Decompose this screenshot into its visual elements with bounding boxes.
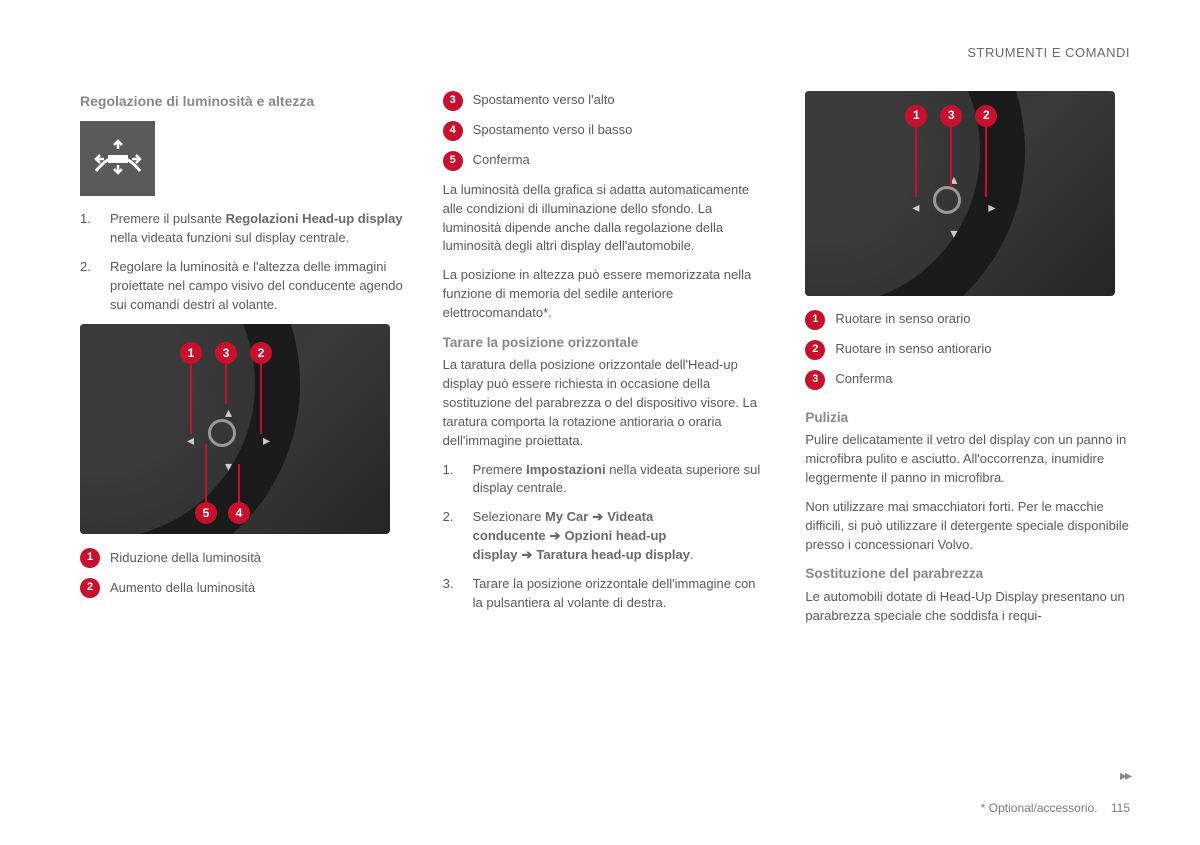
- step-number: 2.: [443, 508, 461, 565]
- step-text: Regolare la luminosità e l'altezza delle…: [110, 258, 405, 315]
- step-number: 2.: [80, 258, 98, 315]
- list-item: 1. Premere il pulsante Regolazioni Head-…: [80, 210, 405, 248]
- continue-arrows-icon: ▸▸: [1120, 765, 1130, 785]
- step-text: Premere: [473, 462, 526, 477]
- optional-note: * Optional/accessorio.: [981, 801, 1098, 815]
- steering-wheel-image-2: ◂ ▸ ▴ ▾ 1 3 2: [805, 91, 1115, 296]
- step-number: 3.: [443, 575, 461, 613]
- step-text: Tarare la posizione orizzontale dell'imm…: [473, 575, 768, 613]
- legend-item: 1 Riduzione della luminosità: [80, 548, 405, 568]
- callout-line: [190, 364, 192, 434]
- page-number: 115: [1111, 801, 1130, 815]
- callout-line: [915, 127, 917, 197]
- legend-item: 2 Aumento della luminosità: [80, 578, 405, 598]
- heading-calibrate: Tarare la posizione orizzontale: [443, 333, 768, 353]
- callout-line: [985, 127, 987, 197]
- heading-cleaning: Pulizia: [805, 408, 1130, 428]
- legend-text: Ruotare in senso antiorario: [835, 340, 991, 359]
- legend-item: 3 Spostamento verso l'alto: [443, 91, 768, 111]
- callout-line: [260, 364, 262, 434]
- legend-text: Riduzione della luminosità: [110, 549, 261, 568]
- paragraph: La taratura della posizione orizzontale …: [443, 356, 768, 450]
- heading-brightness: Regolazione di luminosità e altezza: [80, 91, 405, 111]
- step-number: 1.: [443, 461, 461, 499]
- callout-line: [950, 127, 952, 187]
- column-right: ◂ ▸ ▴ ▾ 1 3 2 1 Ruotare in senso orario …: [805, 91, 1130, 636]
- step-bold: Impostazioni: [526, 462, 605, 477]
- legend-text: Conferma: [835, 370, 892, 389]
- callout-line: [238, 464, 240, 502]
- paragraph: Non utilizzare mai smacchiatori forti. P…: [805, 498, 1130, 555]
- legend-text: Spostamento verso il basso: [473, 121, 633, 140]
- legend-text: Aumento della luminosità: [110, 579, 255, 598]
- step-bold: Regolazioni Head-up display: [226, 211, 403, 226]
- bullet-icon: 5: [443, 151, 463, 171]
- bullet-icon: 2: [805, 340, 825, 360]
- legend-item: 3 Conferma: [805, 370, 1130, 390]
- page-footer: * Optional/accessorio. 115: [981, 800, 1130, 817]
- paragraph: La luminosità della grafica si adatta au…: [443, 181, 768, 256]
- legend-text: Spostamento verso l'alto: [473, 91, 615, 110]
- steps-list-2: 1. Premere Impostazioni nella videata su…: [443, 461, 768, 613]
- steps-list-1: 1. Premere il pulsante Regolazioni Head-…: [80, 210, 405, 314]
- list-item: 2. Selezionare My Car➔Videata conducente…: [443, 508, 768, 565]
- step-number: 1.: [80, 210, 98, 248]
- list-item: 3. Tarare la posizione orizzontale dell'…: [443, 575, 768, 613]
- chapter-header: STRUMENTI E COMANDI: [80, 44, 1130, 63]
- bullet-icon: 1: [805, 310, 825, 330]
- legend-text: Ruotare in senso orario: [835, 310, 970, 329]
- step-bold: My Car: [545, 509, 588, 524]
- arrow-icon: ➔: [550, 528, 561, 543]
- paragraph: Le automobili dotate di Head-Up Display …: [805, 588, 1130, 626]
- bullet-icon: 3: [805, 370, 825, 390]
- bullet-icon: 1: [80, 548, 100, 568]
- paragraph: La posizione in altezza può essere memor…: [443, 266, 768, 323]
- step-text: Premere il pulsante: [110, 211, 226, 226]
- steering-wheel-image-1: ◂ ▸ ▴ ▾ 1 3 2 5 4: [80, 324, 390, 534]
- legend-item: 5 Conferma: [443, 151, 768, 171]
- column-middle: 3 Spostamento verso l'alto 4 Spostamento…: [443, 91, 768, 636]
- column-left: Regolazione di luminosità e altezza 1. P…: [80, 91, 405, 636]
- bullet-icon: 4: [443, 121, 463, 141]
- legend-item: 2 Ruotare in senso antiorario: [805, 340, 1130, 360]
- list-item: 1. Premere Impostazioni nella videata su…: [443, 461, 768, 499]
- paragraph: Pulire delicatamente il vetro del displa…: [805, 431, 1130, 488]
- list-item: 2. Regolare la luminosità e l'altezza de…: [80, 258, 405, 315]
- step-bold: Taratura head-up display: [536, 547, 690, 562]
- hud-adjust-icon: [80, 121, 155, 196]
- callout-line: [225, 364, 227, 404]
- legend-text: Conferma: [473, 151, 530, 170]
- heading-windshield: Sostituzione del parabrezza: [805, 564, 1130, 584]
- step-text: Selezionare: [473, 509, 545, 524]
- legend-item: 4 Spostamento verso il basso: [443, 121, 768, 141]
- legend-item: 1 Ruotare in senso orario: [805, 310, 1130, 330]
- callout-line: [205, 444, 207, 502]
- step-text: nella videata funzioni sul display centr…: [110, 230, 349, 245]
- arrow-icon: ➔: [521, 547, 532, 562]
- bullet-icon: 3: [443, 91, 463, 111]
- arrow-icon: ➔: [592, 509, 603, 524]
- callout-4: 4: [228, 502, 250, 524]
- step-text: .: [690, 547, 694, 562]
- bullet-icon: 2: [80, 578, 100, 598]
